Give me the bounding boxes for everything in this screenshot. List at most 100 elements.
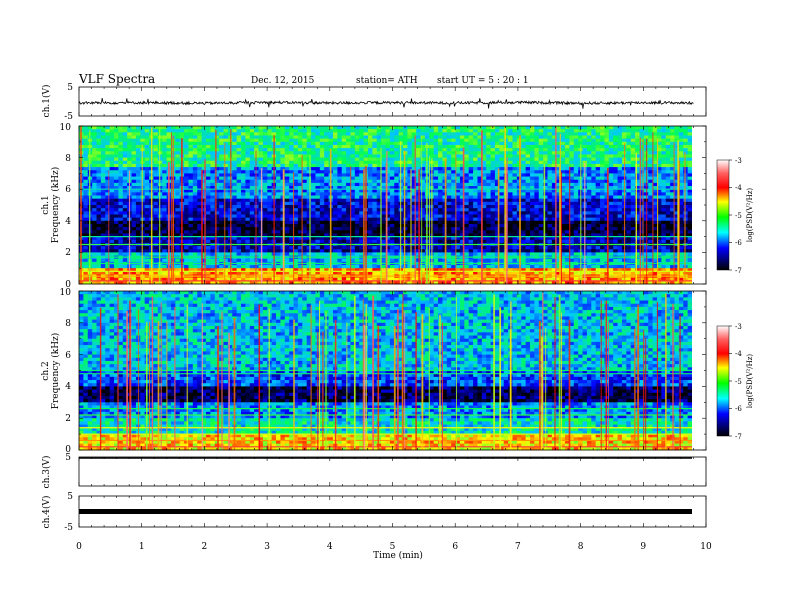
spectrogram-cell bbox=[665, 217, 671, 222]
spectrogram-cell bbox=[652, 132, 658, 136]
spectrogram-cell bbox=[468, 176, 474, 181]
spectrogram-cell bbox=[670, 148, 675, 152]
spectrogram-cell bbox=[420, 205, 426, 209]
spectrogram-cell bbox=[565, 220, 570, 225]
spectrogram-cell bbox=[538, 157, 544, 162]
spectrogram-cell bbox=[372, 223, 378, 228]
spectrogram-cell bbox=[591, 227, 597, 231]
spectrogram-cell bbox=[617, 182, 623, 187]
spectrogram-cell bbox=[315, 138, 321, 143]
spectrogram-cell bbox=[197, 167, 202, 171]
spectrogram-cell bbox=[197, 195, 202, 200]
spectrogram-cell bbox=[135, 138, 141, 143]
spectrogram-cell bbox=[280, 163, 286, 168]
spectrogram-cell bbox=[219, 144, 224, 149]
spectrogram-cell bbox=[416, 157, 421, 162]
spectrogram-cell bbox=[341, 160, 347, 165]
spectrogram-cell bbox=[591, 167, 597, 171]
spectrogram-cell bbox=[429, 154, 435, 158]
spectrogram-cell bbox=[135, 195, 141, 200]
spectrogram-cell bbox=[573, 233, 579, 237]
spectrogram-cell bbox=[118, 179, 124, 184]
spectrogram-cell bbox=[613, 151, 618, 155]
spectrogram-cell bbox=[652, 148, 658, 152]
spectrogram-cell bbox=[306, 192, 312, 196]
spectrogram-cell bbox=[332, 217, 338, 222]
spectrogram-cell bbox=[494, 129, 500, 133]
spectrogram-cell bbox=[201, 151, 207, 155]
spectrogram-cell bbox=[346, 186, 351, 190]
spectrogram-cell bbox=[302, 233, 308, 237]
spectrogram-cell bbox=[499, 129, 505, 133]
spectrogram-cell bbox=[118, 138, 124, 143]
spectrogram-cell bbox=[359, 227, 365, 231]
spectrogram-cell bbox=[367, 138, 373, 143]
spectrogram-cell bbox=[473, 135, 478, 140]
spectrogram-cell bbox=[131, 138, 137, 143]
spectrogram-cell bbox=[591, 132, 597, 136]
spectrogram-cell bbox=[122, 211, 128, 215]
spectrogram-cell bbox=[538, 205, 544, 209]
spectrogram-cell bbox=[249, 201, 255, 206]
spectrogram-cell bbox=[284, 211, 290, 215]
spectrogram-cell bbox=[556, 154, 562, 158]
spectrogram-cell bbox=[604, 163, 610, 168]
spectrogram-cell bbox=[459, 211, 465, 215]
spectrogram-cell bbox=[665, 138, 671, 143]
spectrogram-cell bbox=[381, 192, 386, 196]
spectrogram-cell bbox=[289, 195, 294, 200]
spectrogram-cell bbox=[284, 205, 290, 209]
spectrogram-cell bbox=[486, 189, 491, 193]
spectrogram-cell bbox=[617, 205, 623, 209]
spectrogram-cell bbox=[280, 201, 286, 206]
spectrogram-cell bbox=[468, 132, 474, 136]
spectrogram-cell bbox=[100, 195, 106, 200]
spectrogram-cell bbox=[433, 160, 439, 165]
spectrogram-cell bbox=[315, 198, 321, 203]
spectrogram-cell bbox=[586, 217, 592, 222]
spectrogram-cell bbox=[302, 214, 308, 219]
spectrogram-cell bbox=[109, 205, 115, 209]
spectrogram-cell bbox=[135, 192, 141, 196]
spectrogram-cell bbox=[341, 132, 347, 136]
spectrogram-cell bbox=[262, 227, 268, 231]
spectrogram-cell bbox=[219, 233, 224, 237]
spectrogram-cell bbox=[289, 201, 294, 206]
spectrogram-cell bbox=[486, 214, 491, 219]
spectrogram-cell bbox=[254, 230, 259, 234]
spectrogram-cell bbox=[372, 167, 378, 171]
spectrogram-cell bbox=[144, 132, 150, 136]
spectrogram-cell bbox=[249, 160, 255, 165]
spectrogram-cell bbox=[254, 138, 259, 143]
spectrogram-cell bbox=[280, 148, 286, 152]
spectrogram-cell bbox=[613, 154, 618, 158]
ch1-waveform-ticks bbox=[78, 87, 707, 116]
spectrogram-cell bbox=[367, 144, 373, 149]
spectrogram-cell bbox=[678, 144, 684, 149]
spectrogram-cell bbox=[617, 132, 623, 136]
spectrogram-cell bbox=[459, 201, 465, 206]
spectrogram-cell bbox=[595, 151, 601, 155]
spectrogram-cell bbox=[284, 154, 290, 158]
spectrogram-cell bbox=[394, 160, 400, 165]
spectrogram-cell bbox=[656, 138, 662, 143]
spectrogram-cell bbox=[608, 201, 614, 206]
spectrogram-cell bbox=[411, 179, 417, 184]
spectrogram-cell bbox=[608, 195, 614, 200]
spectrogram-cell bbox=[600, 163, 605, 168]
spectrogram-cell bbox=[144, 126, 150, 130]
spectrogram-cell bbox=[683, 160, 689, 165]
spectrogram-cell bbox=[92, 214, 97, 219]
spectrogram-cell bbox=[236, 214, 242, 219]
spectrogram-cell bbox=[118, 173, 124, 177]
spectrogram-cell bbox=[608, 233, 614, 237]
spectrogram-cell bbox=[591, 179, 597, 184]
spectrogram-cell bbox=[508, 167, 513, 171]
spectrogram-cell bbox=[547, 148, 553, 152]
spectrogram-cell bbox=[494, 141, 500, 146]
spectrogram-cell bbox=[184, 173, 189, 177]
spectrogram-cell bbox=[367, 129, 373, 133]
spectrogram-cell bbox=[341, 148, 347, 152]
spectrogram-cell bbox=[529, 230, 535, 234]
spectrogram-cell bbox=[306, 163, 312, 168]
